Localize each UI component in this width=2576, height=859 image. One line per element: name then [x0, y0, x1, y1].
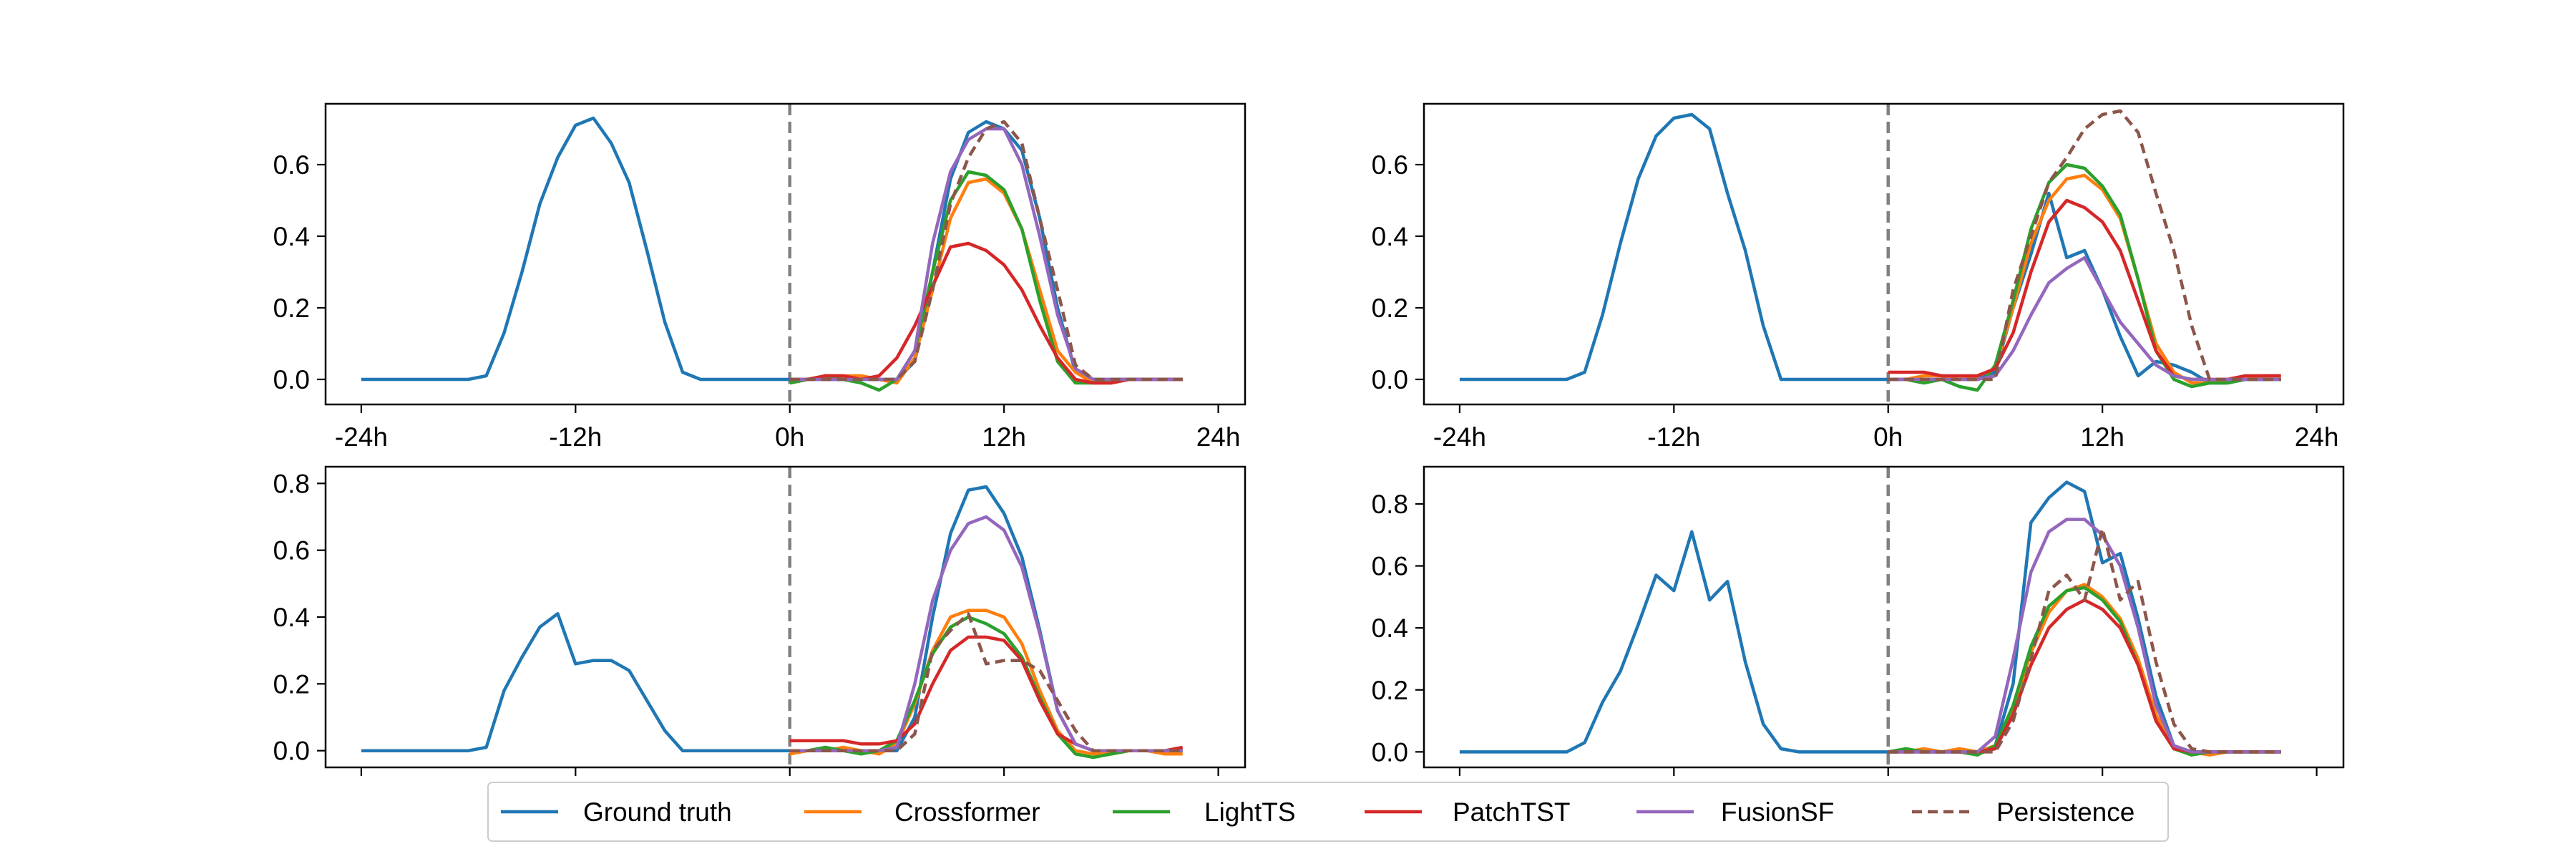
y-tick-label: 0.0 — [1372, 737, 1408, 767]
legend-label-crossformer: Crossformer — [894, 797, 1040, 827]
y-tick-label: 0.6 — [273, 536, 310, 566]
series-line-crossformer — [789, 177, 1183, 385]
series-lines — [1459, 480, 2281, 757]
axes-frame — [1423, 102, 2345, 406]
series-line-persistence — [1888, 527, 2281, 754]
series-line-fusionsf — [789, 515, 1183, 752]
series-line-persistence — [1888, 109, 2281, 382]
legend-label-lightts: LightTS — [1204, 797, 1296, 827]
y-tick-label: 0.6 — [1372, 150, 1408, 180]
series-line-patchtst — [1888, 198, 2281, 382]
legend-label-persistence: Persistence — [1996, 797, 2135, 827]
panels-group: 0.0 0.2 0.4 0.6 -24h -12h 0h 12h 24h 0.0 0.2 0.4 0.6… — [273, 102, 2345, 776]
legend-label-fusionsf: FusionSF — [1721, 797, 1834, 827]
series-line-lightts — [789, 170, 1183, 392]
series-line-lightts — [1888, 162, 2281, 392]
panel-top-right: 0.0 0.2 0.4 0.6 -24h -12h 0h 12h 24h — [1372, 102, 2345, 452]
series-line-persistence — [789, 120, 1183, 382]
y-tick-label: 0.6 — [273, 150, 310, 180]
y-tick-label: 0.4 — [1372, 613, 1408, 643]
y-tick-label: 0.0 — [1372, 365, 1408, 394]
x-tick-label: 12h — [982, 422, 1026, 452]
x-tick-label: 0h — [1873, 422, 1903, 452]
series-lines — [1459, 109, 2281, 392]
series-line-patchtst — [789, 635, 1184, 752]
series-line-patchtst — [1888, 598, 2281, 754]
x-tick-label: -24h — [1433, 422, 1486, 452]
series-line-ground-truth — [1459, 480, 2281, 754]
x-tick-label: 24h — [2295, 422, 2339, 452]
legend-label-patchtst: PatchTST — [1453, 797, 1571, 827]
y-tick-label: 0.4 — [273, 222, 310, 251]
y-tick-label: 0.0 — [273, 737, 310, 766]
y-tick-label: 0.4 — [273, 603, 310, 632]
series-line-patchtst — [789, 241, 1183, 385]
series-line-fusionsf — [789, 127, 1183, 382]
y-tick-label: 0.2 — [273, 669, 310, 699]
series-line-crossformer — [1888, 583, 2281, 757]
series-line-fusionsf — [1888, 518, 2281, 754]
series-line-fusionsf — [1888, 256, 2281, 382]
axes-frame — [1423, 465, 2345, 769]
y-tick-label: 0.6 — [1372, 552, 1408, 581]
x-tick-label: -12h — [549, 422, 602, 452]
y-tick-label: 0.8 — [273, 469, 310, 498]
series-lines — [361, 116, 1183, 392]
y-tick-label: 0.4 — [1372, 222, 1408, 251]
x-tick-label: -24h — [335, 422, 388, 452]
legend: Ground truth Crossformer LightTS PatchTS… — [487, 782, 2169, 842]
x-tick-label: 24h — [1196, 422, 1241, 452]
y-tick-label: 0.0 — [273, 365, 310, 394]
series-line-ground-truth — [1459, 112, 2281, 385]
series-line-lightts — [789, 615, 1183, 759]
y-tick-label: 0.8 — [1372, 490, 1408, 519]
series-line-crossformer — [789, 608, 1183, 756]
y-tick-label: 0.2 — [1372, 676, 1408, 705]
panel-top-left: 0.0 0.2 0.4 0.6 -24h -12h 0h 12h 24h — [273, 102, 1246, 452]
axes-frame — [324, 102, 1246, 406]
x-tick-label: 0h — [775, 422, 804, 452]
legend-frame — [487, 782, 2169, 842]
axes-frame — [324, 465, 1246, 769]
y-tick-label: 0.2 — [1372, 293, 1408, 323]
series-line-persistence — [789, 612, 1183, 752]
series-lines — [361, 485, 1184, 759]
panel-bottom-right: 0.0 0.2 0.4 0.6 0.8 — [1372, 465, 2345, 776]
series-line-ground-truth — [361, 116, 1183, 382]
panel-bottom-left: 0.0 0.2 0.4 0.6 0.8 — [273, 465, 1246, 776]
y-tick-label: 0.2 — [273, 293, 310, 323]
x-tick-label: 12h — [2080, 422, 2124, 452]
x-tick-label: -12h — [1647, 422, 1700, 452]
legend-label-ground-truth: Ground truth — [583, 797, 732, 827]
series-line-lightts — [1888, 586, 2281, 757]
